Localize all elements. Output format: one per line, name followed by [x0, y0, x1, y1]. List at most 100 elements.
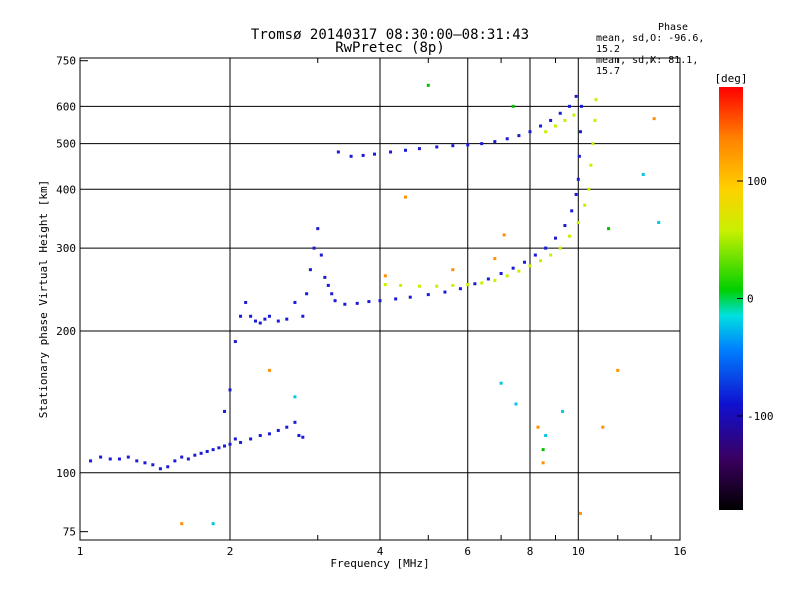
y-tick-label: 500: [56, 138, 76, 151]
data-point: [567, 104, 571, 108]
y-tick-label: 300: [56, 242, 76, 255]
data-point: [511, 104, 515, 108]
data-point: [591, 142, 595, 146]
data-point: [253, 319, 257, 323]
colorbar-tick-label: 0: [747, 293, 754, 306]
y-tick-label: 100: [56, 467, 76, 480]
data-point: [572, 113, 576, 117]
data-point: [549, 253, 553, 257]
data-point: [173, 459, 177, 463]
data-point: [249, 314, 253, 318]
data-point: [158, 467, 162, 471]
data-point: [536, 425, 540, 429]
data-point: [514, 402, 518, 406]
x-tick-label: 2: [227, 545, 234, 558]
grid-lines: [80, 58, 680, 540]
y-tick-label: 750: [56, 55, 76, 68]
data-point: [435, 284, 439, 288]
data-point: [143, 461, 147, 465]
data-point: [426, 293, 430, 297]
data-point: [553, 124, 557, 128]
data-point: [443, 290, 447, 294]
data-point: [574, 94, 578, 98]
data-point: [180, 455, 184, 459]
data-point: [505, 274, 509, 278]
data-point: [135, 459, 139, 463]
data-point: [607, 227, 611, 231]
data-point: [166, 465, 170, 469]
phase-heading: Phase: [657, 22, 689, 33]
data-point: [601, 425, 605, 429]
data-point: [297, 434, 301, 438]
data-point: [657, 221, 661, 225]
data-point: [587, 187, 591, 191]
data-point: [389, 150, 393, 154]
data-point: [267, 432, 271, 436]
data-point: [544, 130, 548, 134]
data-point: [408, 295, 412, 299]
data-point: [576, 221, 580, 225]
data-point: [233, 340, 237, 344]
data-point: [258, 434, 262, 438]
axis-ticks: 1 2 4 6 8 10 16 75 100 200 300 400 500 600 750: [56, 55, 687, 558]
colorbar-unit: [deg]: [714, 72, 747, 85]
phase-stats-panel: Phase mean, sd,O: -96.6, 15.2 mean, sd,X…: [596, 22, 720, 77]
data-point: [528, 264, 532, 268]
data-point: [383, 274, 387, 278]
data-point: [267, 368, 271, 372]
data-point: [505, 137, 509, 141]
data-point: [305, 292, 309, 296]
data-point: [263, 317, 267, 321]
data-point: [558, 246, 562, 250]
data-point: [473, 282, 477, 286]
y-tick-label: 75: [63, 526, 76, 539]
colorbar-tick-label: 100: [747, 175, 767, 188]
data-point: [466, 143, 470, 147]
data-point: [394, 297, 398, 301]
data-point: [517, 269, 521, 273]
data-point: [373, 152, 377, 156]
data-point: [652, 117, 656, 121]
data-point: [383, 283, 387, 287]
data-point: [293, 300, 297, 304]
data-point: [486, 277, 490, 281]
data-point: [574, 192, 578, 196]
data-point: [349, 154, 353, 158]
data-point: [493, 140, 497, 144]
data-point: [276, 319, 280, 323]
data-point: [211, 522, 215, 526]
colorbar-tick-label: -100: [747, 410, 774, 423]
y-tick-label: 400: [56, 183, 76, 196]
data-point: [326, 283, 330, 287]
data-point: [417, 147, 421, 151]
data-point: [594, 98, 598, 102]
data-point: [561, 409, 565, 413]
data-point: [293, 395, 297, 399]
data-point: [567, 234, 571, 238]
data-point: [533, 253, 537, 257]
x-axis-label: Frequency [MHz]: [330, 557, 429, 570]
data-point: [333, 299, 337, 303]
data-point: [285, 317, 289, 321]
data-point: [577, 154, 581, 158]
phase-stats-o: mean, sd,O: -96.6, 15.2: [596, 33, 705, 55]
data-point: [553, 236, 557, 240]
data-point: [578, 130, 582, 134]
data-point: [205, 449, 209, 453]
data-point: [267, 314, 271, 318]
y-axis-label: Stationary phase Virtual Height [km]: [37, 180, 50, 418]
data-point: [539, 259, 543, 263]
data-point: [244, 300, 248, 304]
data-point: [517, 134, 521, 138]
data-point: [544, 434, 548, 438]
data-point: [336, 150, 340, 154]
data-point: [316, 227, 320, 231]
data-point: [276, 428, 280, 432]
data-point: [558, 111, 562, 115]
data-point: [199, 451, 203, 455]
data-point: [458, 287, 462, 291]
data-point: [108, 457, 112, 461]
data-point: [228, 442, 232, 446]
data-point: [580, 104, 584, 108]
